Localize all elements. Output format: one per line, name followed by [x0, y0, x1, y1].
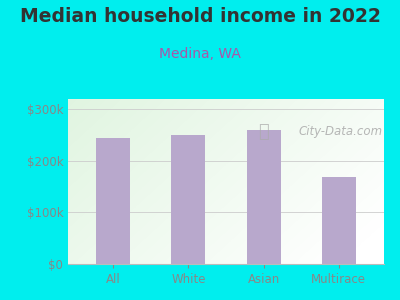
Bar: [322, 177, 356, 264]
Text: ⌕: ⌕: [258, 123, 269, 141]
Bar: [96, 138, 130, 264]
Bar: [247, 130, 280, 264]
Text: City-Data.com: City-Data.com: [299, 125, 383, 139]
Bar: [172, 135, 205, 264]
Text: Medina, WA: Medina, WA: [159, 46, 241, 61]
Text: Median household income in 2022: Median household income in 2022: [20, 8, 380, 26]
